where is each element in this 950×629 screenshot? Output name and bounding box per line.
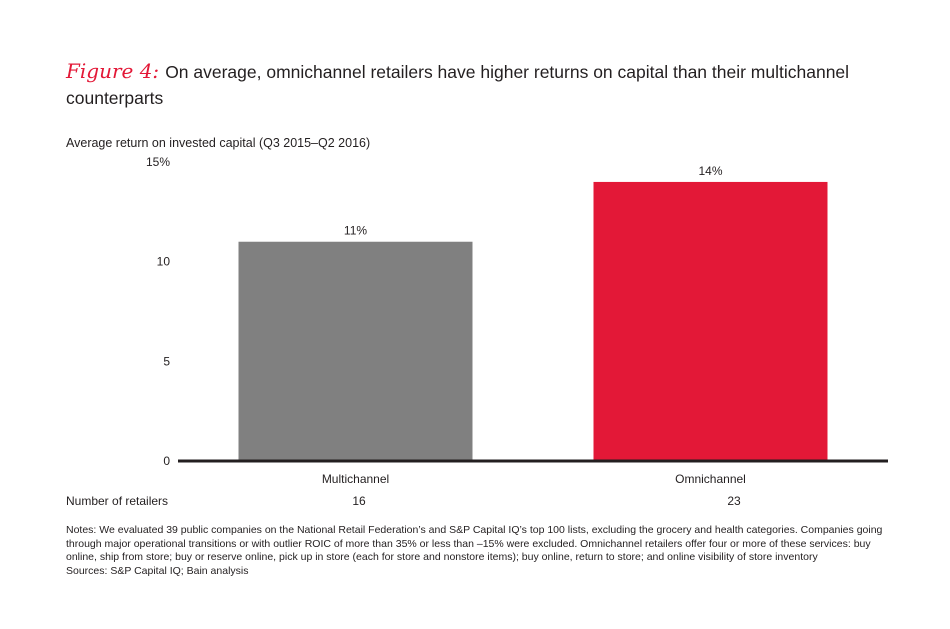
sources-text: Sources: S&P Capital IQ; Bain analysis (66, 564, 249, 577)
retailer-count-multichannel: 16 (352, 494, 366, 508)
notes-text: Notes: We evaluated 39 public companies … (66, 524, 883, 563)
bar-multichannel (238, 241, 473, 461)
data-label-omnichannel: 14% (698, 164, 722, 178)
data-label-multichannel: 11% (344, 224, 367, 238)
figure-label: Figure 4: (66, 59, 160, 83)
chart-title: Figure 4: On average, omnichannel retaile… (66, 58, 906, 111)
y-tick-label: 0 (163, 454, 170, 468)
notes: Notes: We evaluated 39 public companies … (66, 524, 896, 578)
y-axis-label: Average return on invested capital (Q3 2… (66, 136, 371, 150)
y-tick-label: 15% (146, 155, 170, 169)
category-label-multichannel: Multichannel (322, 472, 389, 486)
bar-omnichannel (593, 181, 828, 461)
category-label-omnichannel: Omnichannel (675, 472, 746, 486)
y-tick-label: 10 (157, 255, 171, 269)
chart-title-text: On average, omnichannel retailers have h… (66, 62, 850, 108)
retailer-count-omnichannel: 23 (727, 494, 741, 508)
y-tick-label: 5 (163, 354, 170, 368)
retailer-count-label: Number of retailers (66, 494, 169, 508)
